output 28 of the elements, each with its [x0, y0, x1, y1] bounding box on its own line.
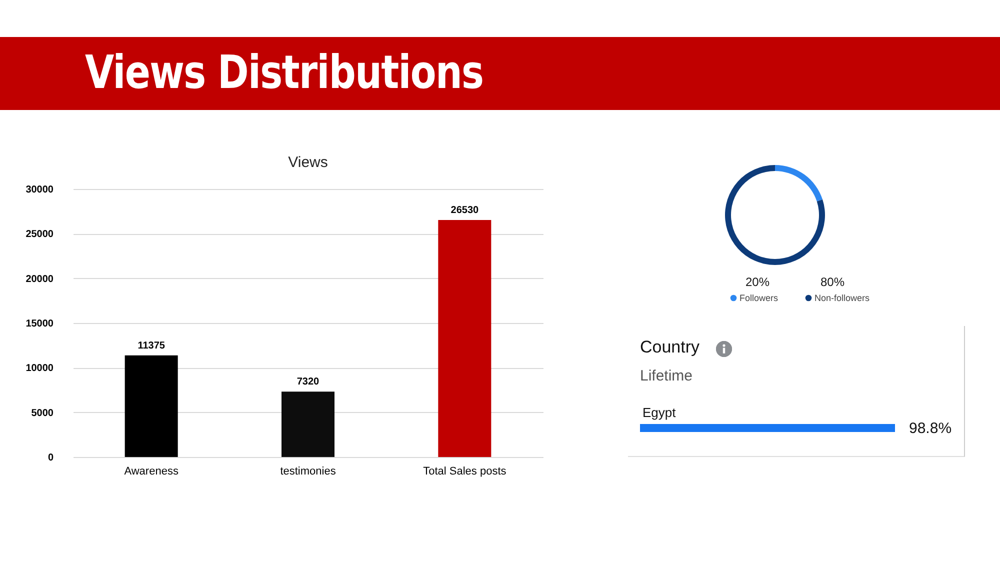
chart-subtitle: Lifetime [640, 368, 693, 384]
bar [438, 220, 492, 457]
y-tick-label: 10000 [26, 363, 54, 374]
bar [282, 392, 334, 457]
y-tick-label: 25000 [26, 229, 54, 240]
data-label: 11375 [138, 340, 166, 352]
y-tick-label: 20000 [26, 274, 54, 285]
y-tick-label: 5000 [31, 408, 54, 419]
x-tick-label: Total Sales posts [423, 466, 507, 478]
chart-title: Views [288, 154, 328, 171]
x-tick-label: Awareness [124, 466, 179, 478]
donut-slice [775, 165, 823, 202]
y-tick-label: 30000 [26, 184, 54, 196]
chart-title: Country [640, 338, 700, 356]
data-label: 26530 [450, 205, 480, 216]
donut-slice [725, 165, 825, 265]
data-label: 20% [745, 275, 770, 289]
legend-label: Followers [740, 293, 779, 303]
x-tick-label: testimonies [280, 466, 336, 478]
bar [124, 355, 178, 457]
text: Views Distributions [85, 45, 484, 99]
y-tick-label: Egypt [642, 405, 676, 420]
y-tick-label: 0 [48, 452, 54, 464]
data-label: 80% [820, 275, 845, 289]
legend-label: Non-followers [814, 293, 870, 303]
y-tick-label: 15000 [26, 318, 54, 330]
data-label: 7320 [296, 376, 320, 388]
data-label: 98.8% [909, 420, 952, 437]
